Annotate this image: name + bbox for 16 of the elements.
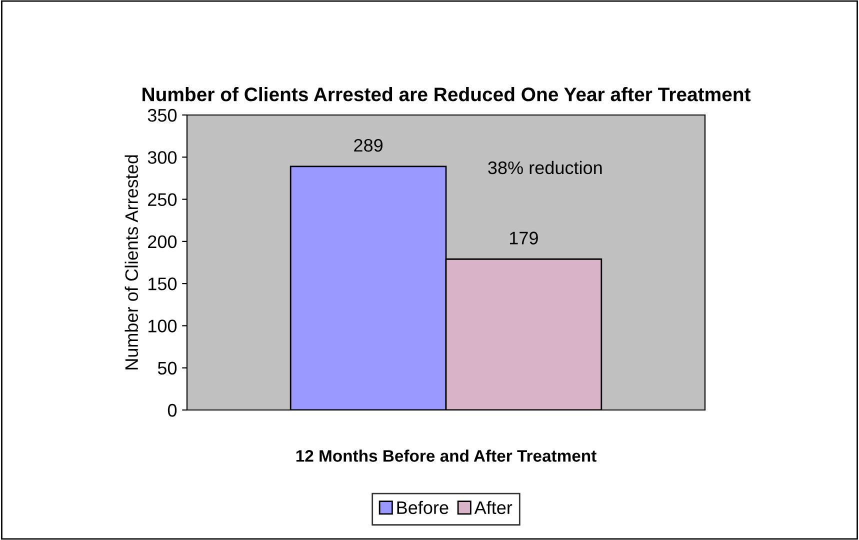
y-tick-label: 100	[148, 320, 177, 332]
y-tick-label: 50	[158, 362, 177, 375]
y-tick-label: 150	[148, 278, 177, 290]
data-label: 179	[510, 232, 538, 244]
y-tick-label: 350	[148, 108, 177, 122]
legend-label: Before	[397, 500, 448, 514]
chart-title: Number of Clients Arrested are Reduced One Year after Treatment	[142, 87, 751, 102]
legend-label: After	[474, 500, 512, 514]
y-tick-label: 200	[148, 235, 177, 248]
annotation: 38% reduction	[488, 160, 602, 174]
y-tick-label: 300	[148, 151, 177, 164]
y-tick-label: 0	[168, 404, 177, 417]
data-label: 289	[354, 138, 383, 152]
y-tick-label: 250	[148, 193, 177, 206]
x-axis-title: 12 Months Before and After Treatment	[296, 450, 596, 462]
y-axis-title: Number of Clients Arrested	[124, 155, 138, 370]
